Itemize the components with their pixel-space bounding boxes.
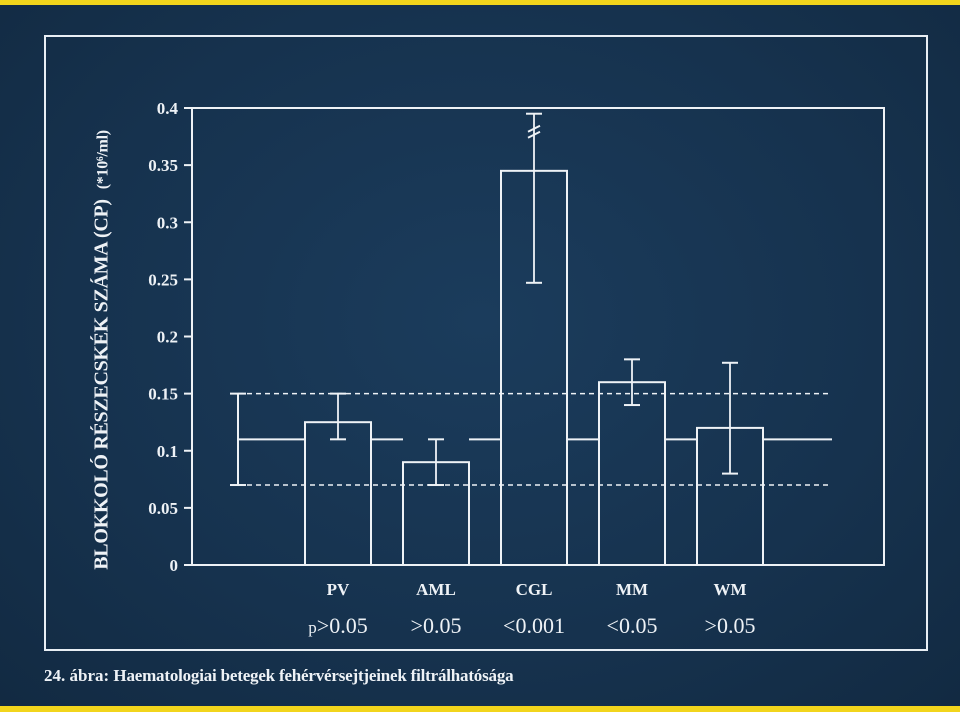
p-value-label: >0.05 (705, 613, 756, 638)
y-tick-label: 0.4 (157, 99, 179, 118)
y-tick-label: 0.05 (148, 499, 178, 518)
y-tick-label: 0.35 (148, 156, 178, 175)
axis-break-mark (527, 130, 541, 139)
caption-label: ábra: (69, 666, 110, 685)
bar-mm (598, 381, 666, 567)
y-tick-label: 0.25 (148, 270, 178, 289)
bar-pv (304, 421, 372, 566)
p-value-label: <0.001 (503, 613, 565, 638)
y-tick-label: 0.1 (157, 442, 178, 461)
p-value-label: >0.05 (411, 613, 462, 638)
category-label: MM (616, 580, 648, 599)
slide-background: BLOKKOLÓ RÉSZECSKÉK SZÁMA (CP)(*10⁶/ml) … (0, 5, 960, 706)
plot-area (191, 107, 885, 566)
figure-caption: 24. ábra: Haematologiai betegek fehérvér… (44, 666, 514, 686)
caption-text: Haematologiai betegek fehérvérsejtjeinek… (113, 666, 514, 685)
axis-break-mark (527, 124, 541, 133)
y-tick-label: 0.3 (157, 213, 178, 232)
y-tick-label: 0.2 (157, 328, 178, 347)
p-value-label: p>0.05 (308, 613, 367, 638)
y-tick-label: 0 (170, 556, 179, 575)
category-label: PV (327, 580, 350, 599)
slide-frame (44, 35, 928, 651)
category-label: CGL (516, 580, 553, 599)
p-value-label: <0.05 (607, 613, 658, 638)
category-label: AML (416, 580, 456, 599)
bar-chart: 0 0.05 0.1 0.15 0.2 0.25 0.3 0.35 0.4 PV p>0.05 AML… (148, 99, 885, 638)
caption-number: 24. (44, 666, 66, 685)
category-label: WM (713, 580, 746, 599)
y-tick-label: 0.15 (148, 385, 178, 404)
